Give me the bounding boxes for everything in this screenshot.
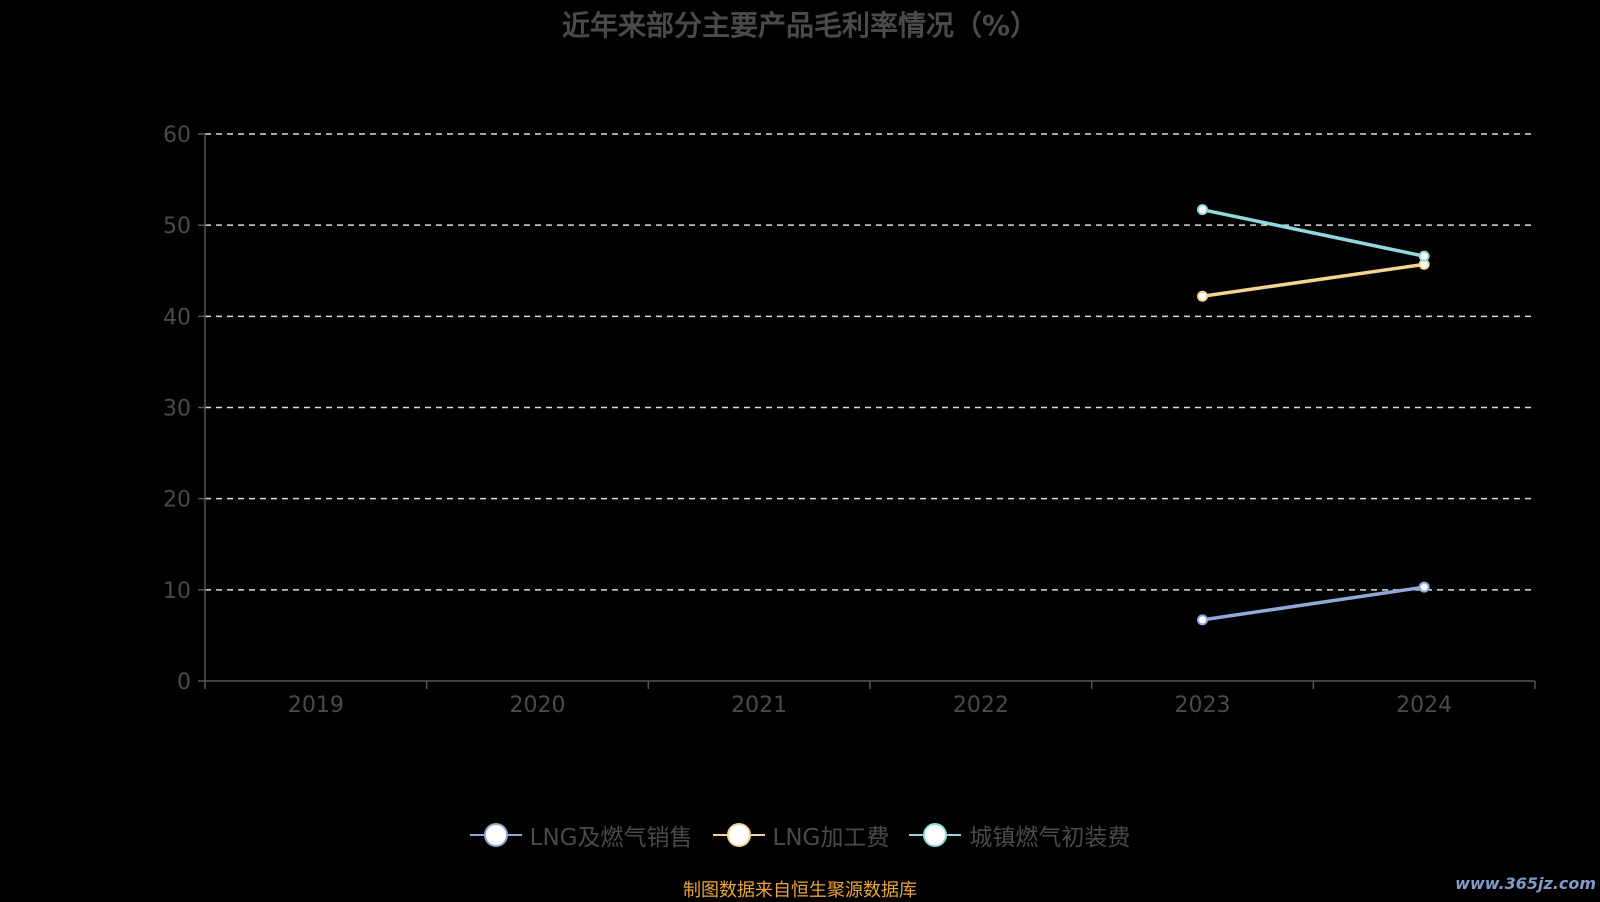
y-tick-label: 20 bbox=[163, 488, 191, 513]
y-tick-label: 10 bbox=[163, 579, 191, 604]
legend-item-3[interactable]: 城镇燃气初装费 bbox=[909, 818, 1130, 852]
legend-item-2[interactable]: LNG加工费 bbox=[712, 818, 890, 852]
series-line-3 bbox=[1202, 207, 1425, 258]
y-tick-label: 0 bbox=[177, 670, 191, 695]
x-tick-label: 2024 bbox=[1396, 693, 1452, 718]
legend-label: 城镇燃气初装费 bbox=[969, 825, 1131, 851]
legend-marker-icon bbox=[909, 821, 962, 849]
source-note: 制图数据来自恒生聚源数据库 bbox=[683, 880, 917, 901]
x-tick-label: 2023 bbox=[1175, 693, 1231, 718]
y-tick-label: 30 bbox=[163, 397, 191, 422]
data-point-3[interactable] bbox=[1197, 204, 1208, 216]
chart-legend: LNG及燃气销售 LNG加工费 城镇燃气初装费 bbox=[0, 818, 1600, 852]
legend-label: LNG及燃气销售 bbox=[529, 825, 693, 851]
series-line-1 bbox=[1202, 585, 1425, 622]
x-tick-label: 2022 bbox=[953, 693, 1009, 718]
legend-label: LNG加工费 bbox=[772, 825, 890, 851]
x-tick-label: 2019 bbox=[288, 693, 344, 718]
data-point-1[interactable] bbox=[1418, 581, 1430, 593]
data-point-2[interactable] bbox=[1197, 290, 1208, 302]
y-tick-label: 40 bbox=[163, 305, 191, 330]
legend-marker-icon bbox=[469, 821, 522, 849]
legend-item-1[interactable]: LNG及燃气销售 bbox=[469, 818, 693, 852]
x-tick-label: 2021 bbox=[731, 693, 787, 718]
series-line-2 bbox=[1202, 262, 1425, 299]
chart-title: 近年来部分主要产品毛利率情况（%） bbox=[561, 9, 1039, 42]
legend-marker-icon bbox=[712, 821, 765, 849]
y-tick-label: 60 bbox=[163, 123, 191, 148]
data-point-3[interactable] bbox=[1418, 250, 1430, 262]
x-tick-label: 2020 bbox=[510, 693, 566, 718]
watermark: www.365jz.com bbox=[1455, 874, 1596, 893]
data-point-1[interactable] bbox=[1197, 614, 1208, 626]
y-tick-label: 50 bbox=[163, 214, 191, 239]
